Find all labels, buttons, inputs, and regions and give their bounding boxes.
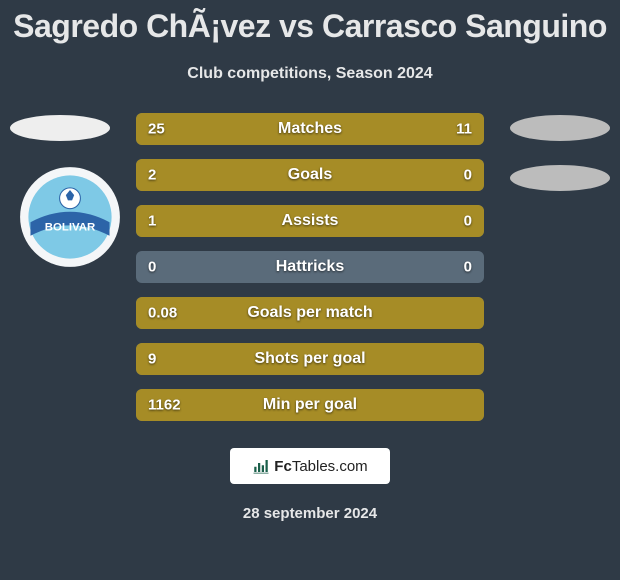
bar-background — [136, 251, 484, 283]
bar-fill-left — [136, 389, 484, 421]
bar-fill-left — [136, 113, 380, 145]
comparison-card: Sagredo ChÃ¡vez vs Carrasco Sanguino Clu… — [0, 0, 620, 580]
content-area: BOLIVAR Matches2511 Goals20 Assists10 Hattr… — [0, 113, 620, 413]
bar-fill-right — [407, 205, 484, 237]
brand-text: FcTables.com — [274, 458, 367, 475]
bar-fill-left — [136, 205, 407, 237]
player1-flag — [10, 115, 110, 141]
stat-row: Min per goal1162 — [136, 389, 484, 421]
stat-row: Shots per goal9 — [136, 343, 484, 375]
stat-row: Goals20 — [136, 159, 484, 191]
player2-club-flag — [510, 165, 610, 191]
crest-text: BOLIVAR — [45, 222, 96, 234]
bar-chart-icon — [252, 457, 270, 475]
bar-fill-left — [136, 159, 407, 191]
footer-date: 28 september 2024 — [243, 505, 377, 522]
stat-row: Assists10 — [136, 205, 484, 237]
player2-flag — [510, 115, 610, 141]
player1-club-crest: BOLIVAR — [18, 165, 122, 269]
stat-row: Goals per match0.08 — [136, 297, 484, 329]
subtitle: Club competitions, Season 2024 — [0, 65, 620, 83]
brand-badge[interactable]: FcTables.com — [230, 448, 390, 484]
bar-fill-left — [136, 343, 484, 375]
stat-bars: Matches2511 Goals20 Assists10 Hattricks00 Go… — [136, 113, 484, 435]
bar-fill-right — [407, 159, 484, 191]
bar-fill-left — [136, 297, 484, 329]
stat-row: Matches2511 — [136, 113, 484, 145]
brand-suffix: Tables.com — [292, 458, 368, 475]
brand-prefix: Fc — [274, 458, 292, 475]
page-title: Sagredo ChÃ¡vez vs Carrasco Sanguino — [0, 0, 620, 45]
bar-fill-right — [380, 113, 484, 145]
stat-row: Hattricks00 — [136, 251, 484, 283]
